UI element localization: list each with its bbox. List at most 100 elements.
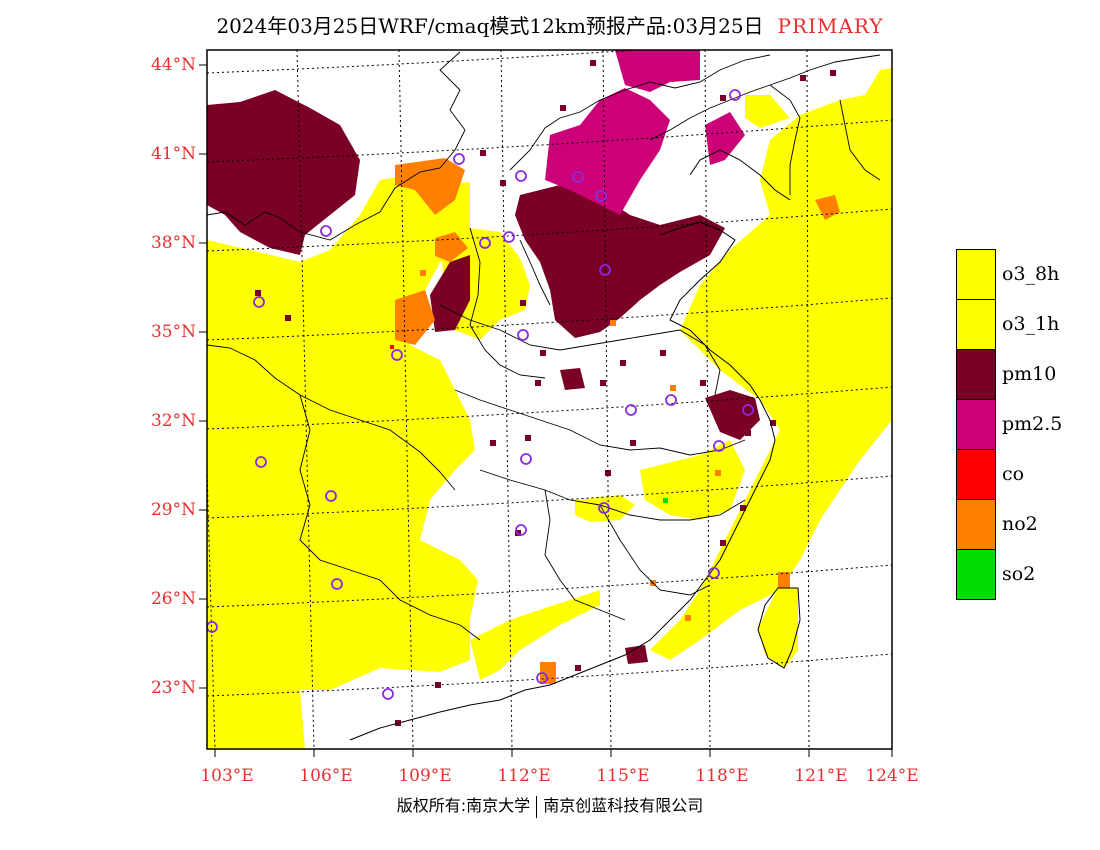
speckle bbox=[770, 420, 776, 426]
speckle bbox=[575, 665, 581, 671]
station-marker bbox=[207, 621, 218, 633]
legend-swatch bbox=[956, 499, 996, 550]
legend-item-o3-1h: o3_1h bbox=[956, 299, 1086, 350]
lat-label-35: 35°N bbox=[150, 322, 196, 342]
pm10-region-yangtze bbox=[705, 390, 760, 440]
graticule bbox=[207, 50, 892, 749]
speckle bbox=[830, 70, 836, 76]
station-marker bbox=[320, 225, 332, 237]
no2-region-hebei bbox=[395, 158, 465, 215]
legend-label: pm2.5 bbox=[1002, 413, 1063, 435]
station-marker bbox=[479, 237, 491, 249]
station-markers bbox=[207, 89, 754, 700]
coastline bbox=[349, 149, 801, 741]
station-marker bbox=[331, 578, 343, 590]
speckle bbox=[575, 375, 581, 381]
pollution-speckles bbox=[255, 60, 836, 726]
pm10-region-guangdong bbox=[625, 645, 648, 664]
speckle bbox=[610, 320, 616, 326]
speckle bbox=[540, 350, 546, 356]
station-marker bbox=[713, 440, 725, 452]
o3-region-south-coast bbox=[470, 590, 600, 680]
legend-label: pm10 bbox=[1002, 363, 1057, 385]
lon-label-124: 124°E bbox=[865, 766, 919, 786]
speckle bbox=[800, 75, 806, 81]
legend-item-no2: no2 bbox=[956, 499, 1086, 550]
legend-label: so2 bbox=[1002, 563, 1036, 585]
speckle bbox=[740, 505, 746, 511]
station-marker bbox=[517, 329, 529, 341]
station-marker bbox=[665, 394, 677, 406]
lon-label-118: 118°E bbox=[695, 766, 749, 786]
station-marker bbox=[253, 296, 265, 308]
speckle bbox=[720, 540, 726, 546]
no2-region-taiwan-strait bbox=[778, 572, 790, 588]
lon-label-121: 121°E bbox=[794, 766, 848, 786]
no2-region-shandong bbox=[815, 195, 840, 220]
speckle bbox=[560, 105, 566, 111]
station-marker bbox=[536, 672, 548, 684]
station-marker bbox=[391, 349, 403, 361]
speckle bbox=[490, 440, 496, 446]
legend-label: o3_8h bbox=[1002, 263, 1060, 285]
pm25-region-inner-mongolia bbox=[615, 50, 700, 92]
speckle bbox=[630, 440, 636, 446]
lon-label-103: 103°E bbox=[200, 766, 254, 786]
legend-item-co: co bbox=[956, 449, 1086, 500]
co-patch bbox=[390, 345, 394, 349]
lat-label-41: 41°N bbox=[150, 144, 196, 164]
legend-label: co bbox=[1002, 463, 1025, 485]
title-primary-tag: PRIMARY bbox=[777, 14, 884, 38]
speckle bbox=[480, 150, 486, 156]
station-marker bbox=[382, 688, 394, 700]
speckle bbox=[525, 435, 531, 441]
lat-label-26: 26°N bbox=[150, 589, 196, 609]
speckle bbox=[670, 385, 676, 391]
station-marker bbox=[515, 524, 527, 536]
footer-separator bbox=[536, 795, 538, 818]
speckle bbox=[590, 60, 596, 66]
copyright-footer: 版权所有:南京大学 南京创蓝科技有限公司 bbox=[0, 792, 1100, 818]
speckle bbox=[520, 300, 526, 306]
copyright-right: 南京创蓝科技有限公司 bbox=[543, 796, 704, 815]
axis-ticks bbox=[199, 64, 893, 757]
pm10-region-shanxi bbox=[430, 255, 470, 332]
speckle bbox=[605, 470, 611, 476]
station-marker bbox=[503, 231, 515, 243]
legend-swatch bbox=[956, 549, 996, 600]
map-frame bbox=[206, 49, 893, 750]
speckle bbox=[500, 180, 506, 186]
speckle bbox=[660, 350, 666, 356]
speckle bbox=[715, 470, 721, 476]
speckle bbox=[720, 95, 726, 101]
station-marker bbox=[625, 404, 637, 416]
legend-item-pm25: pm2.5 bbox=[956, 399, 1086, 450]
speckle bbox=[700, 380, 706, 386]
station-marker bbox=[520, 453, 532, 465]
o3-region-west bbox=[207, 175, 478, 749]
station-marker bbox=[708, 567, 720, 579]
station-marker bbox=[599, 264, 611, 276]
station-marker bbox=[729, 89, 741, 101]
pm25-region-beijing bbox=[545, 88, 670, 215]
speckle bbox=[745, 430, 751, 436]
o3-region-north bbox=[745, 95, 790, 128]
station-marker bbox=[598, 502, 610, 514]
legend-swatch bbox=[956, 299, 996, 350]
speckle bbox=[285, 315, 291, 321]
map-title: 2024年03月25日WRF/cmaq模式12km预报产品:03月25日 PRIM… bbox=[0, 10, 1100, 39]
speckle bbox=[255, 290, 261, 296]
lat-label-23: 23°N bbox=[150, 678, 196, 698]
lon-label-106: 106°E bbox=[299, 766, 353, 786]
legend-label: o3_1h bbox=[1002, 313, 1060, 335]
o3-region-jiangxi bbox=[575, 495, 635, 522]
lon-label-112: 112°E bbox=[497, 766, 551, 786]
speckle bbox=[685, 615, 691, 621]
copyright-left: 版权所有:南京大学 bbox=[396, 796, 531, 815]
station-marker bbox=[325, 490, 337, 502]
legend-item-pm10: pm10 bbox=[956, 349, 1086, 400]
legend-swatch bbox=[956, 449, 996, 500]
pm10-region-jiangsu bbox=[560, 368, 585, 390]
legend-item-o3-8h: o3_8h bbox=[956, 249, 1086, 300]
